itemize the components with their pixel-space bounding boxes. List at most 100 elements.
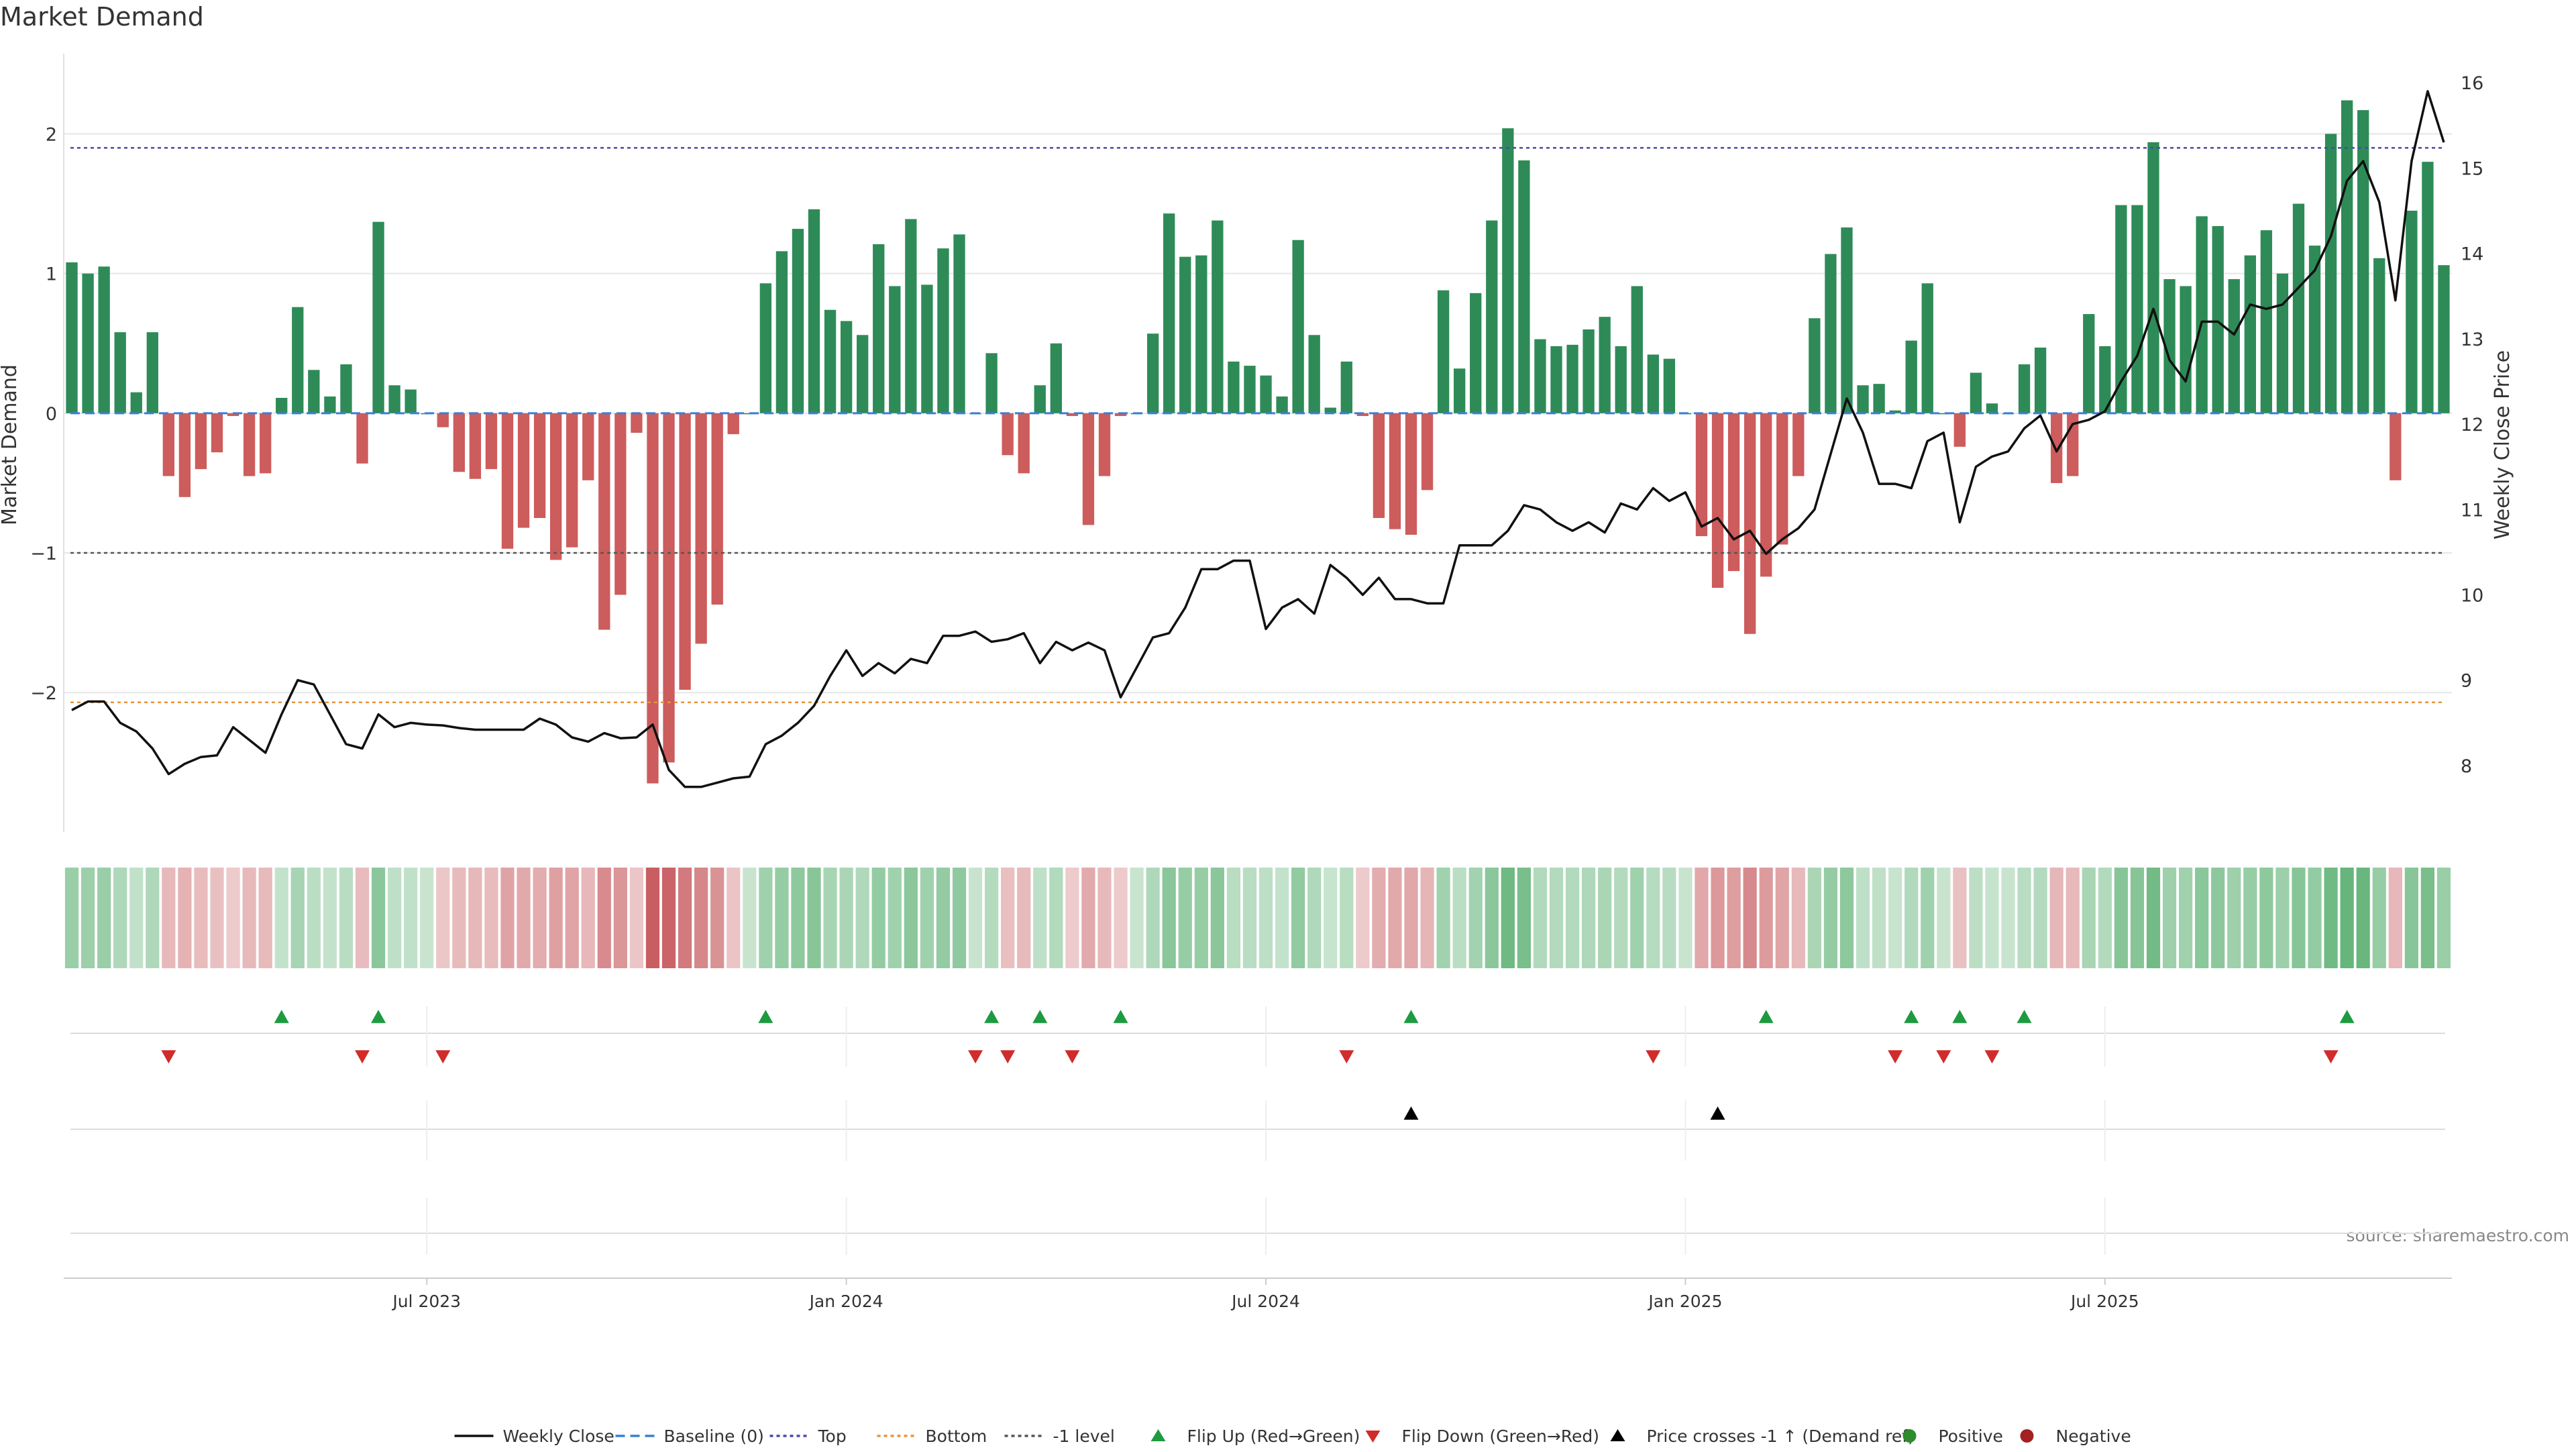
demand-bar — [889, 286, 901, 413]
demand-bar — [1389, 413, 1401, 529]
heat-cell — [791, 868, 805, 968]
y-tick-label: 2 — [46, 125, 57, 146]
heat-cell — [146, 868, 160, 968]
flip-up-marker — [1758, 1010, 1774, 1023]
flip-up-marker — [758, 1010, 773, 1023]
demand-bar — [130, 392, 142, 413]
heat-cell — [371, 868, 386, 968]
demand-bar — [1292, 240, 1304, 413]
heat-cell — [452, 868, 466, 968]
demand-bar — [824, 309, 837, 413]
heat-cell — [226, 868, 240, 968]
legend-label: -1 level — [1053, 1427, 1115, 1446]
y2-tick-label: 9 — [2461, 671, 2472, 692]
heat-cell — [242, 868, 256, 968]
heat-cell — [1872, 868, 1886, 968]
demand-bar — [598, 413, 610, 630]
heat-cell — [613, 868, 627, 968]
y2-tick-label: 12 — [2461, 415, 2483, 435]
demand-bar — [2324, 134, 2337, 413]
heat-cell — [565, 868, 579, 968]
heat-cell — [533, 868, 547, 968]
demand-bar — [2212, 225, 2224, 413]
demand-bar — [1018, 413, 1030, 474]
demand-bar — [2244, 255, 2256, 413]
heat-cell — [2227, 868, 2241, 968]
heat-cell — [2404, 868, 2418, 968]
demand-bar — [1599, 317, 1611, 413]
y2-tick-label: 13 — [2461, 329, 2483, 350]
demand-bar — [1421, 413, 1434, 490]
demand-bar — [1034, 385, 1046, 413]
legend-label: Top — [818, 1427, 847, 1446]
demand-bar — [2099, 346, 2111, 413]
heat-cell — [1242, 868, 1257, 968]
heat-cell — [1178, 868, 1192, 968]
demand-bar — [1647, 354, 1659, 413]
heat-cell — [2130, 868, 2145, 968]
heat-cell — [97, 868, 111, 968]
demand-bar — [1615, 346, 1627, 413]
demand-bar — [2438, 265, 2450, 413]
demand-bar — [2308, 246, 2321, 413]
flip-up-marker — [1904, 1010, 1919, 1023]
heat-cell — [743, 868, 757, 968]
flip-up-marker — [1032, 1010, 1048, 1023]
demand-bar — [647, 413, 659, 784]
demand-bar — [82, 273, 94, 413]
heat-cell — [2308, 868, 2322, 968]
flip-down-marker — [1339, 1050, 1354, 1064]
demand-bar — [1937, 413, 1949, 415]
heat-cell — [952, 868, 967, 968]
demand-bar — [485, 413, 498, 470]
heat-cell — [1356, 868, 1370, 968]
heat-cell — [678, 868, 692, 968]
heat-cell — [2356, 868, 2370, 968]
heat-cell — [1501, 868, 1515, 968]
demand-bar — [2131, 205, 2143, 413]
heat-cell — [2179, 868, 2193, 968]
demand-bar — [2228, 279, 2240, 413]
heat-cell — [936, 868, 951, 968]
demand-bar — [727, 413, 739, 435]
heat-cell — [1275, 868, 1289, 968]
legend-label: Baseline (0) — [664, 1427, 764, 1446]
heat-cell — [1485, 868, 1499, 968]
heat-cell — [1565, 868, 1580, 968]
flip-up-marker — [1952, 1010, 1968, 1023]
heat-cell — [2259, 868, 2273, 968]
demand-bar — [1502, 128, 1514, 413]
heat-cell — [2340, 868, 2354, 968]
flip-down-marker — [161, 1050, 176, 1064]
heat-cell — [1404, 868, 1418, 968]
heat-cell — [645, 868, 660, 968]
demand-bar — [114, 332, 126, 413]
heat-cell — [597, 868, 611, 968]
heat-cell — [2420, 868, 2435, 968]
flip-down-marker — [1646, 1050, 1661, 1064]
demand-bar — [2115, 205, 2127, 413]
demand-bar — [1340, 361, 1352, 413]
demand-bar — [937, 248, 949, 413]
x-tick-label: Jan 2024 — [808, 1292, 883, 1311]
heat-cell — [388, 868, 402, 968]
heat-cell — [1194, 868, 1208, 968]
demand-bar — [1873, 384, 1885, 413]
heat-cell — [823, 868, 837, 968]
heat-cell — [1258, 868, 1273, 968]
heat-cell — [985, 868, 999, 968]
legend-swatch — [1150, 1429, 1166, 1441]
flip-down-marker — [1888, 1050, 1903, 1064]
heat-cell — [468, 868, 482, 968]
heat-cell — [178, 868, 192, 968]
heat-cell — [1727, 868, 1741, 968]
demand-bar — [1809, 318, 1821, 413]
demand-bar — [1631, 286, 1643, 413]
flip-down-marker — [1936, 1050, 1951, 1064]
heat-cell — [1436, 868, 1450, 968]
demand-bar — [775, 251, 788, 413]
demand-bar — [2373, 258, 2385, 413]
demand-bar — [2018, 364, 2031, 413]
demand-bar — [1825, 254, 1837, 413]
demand-bar — [1066, 413, 1079, 417]
